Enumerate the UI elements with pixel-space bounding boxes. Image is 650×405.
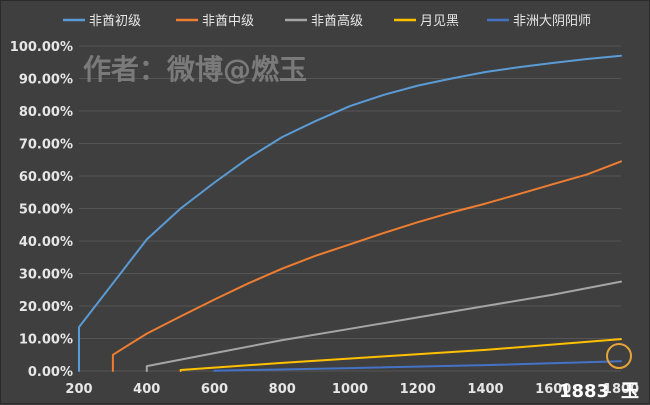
x-tick-label: 1800 <box>603 382 639 397</box>
x-tick-label: 1400 <box>467 382 503 397</box>
gridlines <box>79 45 621 372</box>
series-lines <box>78 54 622 372</box>
legend-item: 月见黑 <box>394 14 459 29</box>
x-tick-label: 1000 <box>332 382 368 397</box>
logo-swirl-icon <box>606 343 632 369</box>
legend: 非酋初级 非酋中级 非酋高级 月见黑 非洲大阴阳师 <box>63 13 591 29</box>
y-tick-label: 20.00% <box>19 300 73 315</box>
series-line-0 <box>78 54 622 372</box>
y-tick-label: 90.00% <box>19 73 73 88</box>
site-logo: 1883 玉 <box>559 343 639 402</box>
legend-label: 非酋中级 <box>202 13 254 29</box>
logo-text: 1883 <box>559 381 609 402</box>
series-line-3 <box>179 338 622 372</box>
y-tick-label: 30.00% <box>19 268 73 283</box>
y-axis-tick-labels: 0.00% 10.00% 20.00% 30.00% 40.00% 50.00% 60.00… <box>10 40 73 380</box>
y-tick-label: 40.00% <box>19 235 73 250</box>
x-tick-label: 200 <box>65 382 92 397</box>
series-line-2 <box>145 280 622 372</box>
y-tick-label: 70.00% <box>19 138 73 153</box>
watermark-text: 作者：微博@燃玉 <box>83 53 307 86</box>
legend-item: 非酋中级 <box>176 13 254 29</box>
logo-suffix: 玉 <box>621 381 639 402</box>
y-tick-label: 50.00% <box>19 203 73 218</box>
legend-label: 非酋初级 <box>89 13 141 29</box>
x-tick-label: 1200 <box>400 382 436 397</box>
legend-label: 月见黑 <box>420 14 459 29</box>
legend-item: 非酋高级 <box>285 13 363 29</box>
legend-item: 非洲大阴阳师 <box>487 14 591 29</box>
x-tick-label: 1600 <box>535 382 571 397</box>
legend-label: 非酋高级 <box>311 13 363 29</box>
y-tick-label: 60.00% <box>19 170 73 185</box>
y-tick-label: 80.00% <box>19 105 73 120</box>
series-line-4 <box>213 360 622 372</box>
y-tick-label: 10.00% <box>19 333 73 348</box>
legend-label: 非洲大阴阳师 <box>513 14 591 29</box>
legend-item: 非酋初级 <box>63 13 141 29</box>
y-tick-label: 100.00% <box>10 40 73 55</box>
x-axis-tick-labels: 200 400 600 800 1000 1200 1400 1600 1800 <box>65 382 639 397</box>
x-tick-label: 600 <box>201 382 228 397</box>
y-tick-label: 0.00% <box>28 365 73 380</box>
x-tick-label: 400 <box>133 382 160 397</box>
x-tick-label: 800 <box>269 382 296 397</box>
series-line-1 <box>111 160 622 372</box>
